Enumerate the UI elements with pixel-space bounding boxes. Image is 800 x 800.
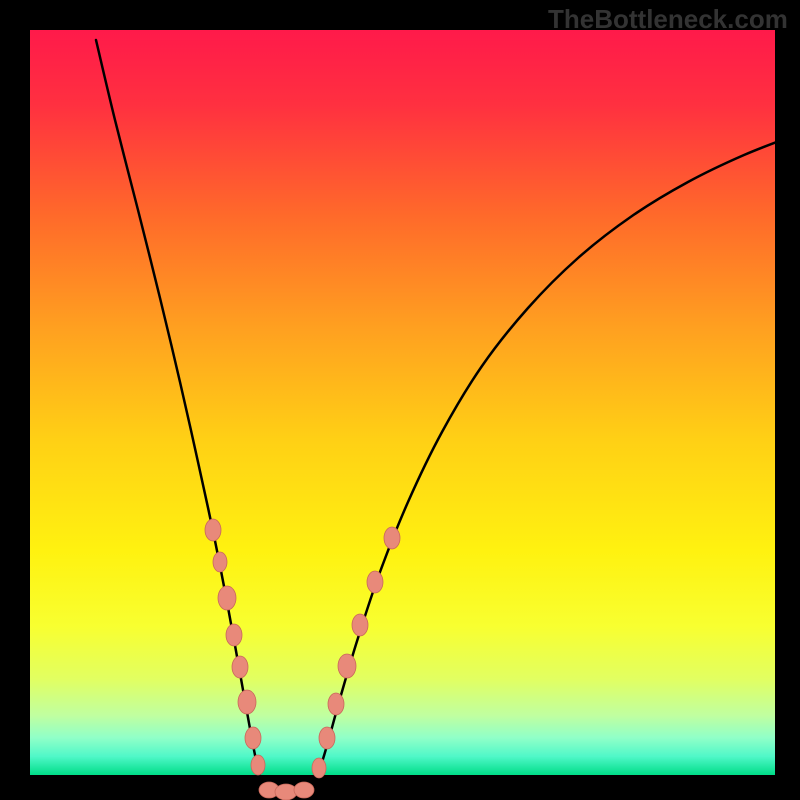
marker-point [251,755,265,775]
markers-valley [259,782,314,800]
marker-point [312,758,326,778]
markers-right [312,527,400,778]
marker-point [213,552,227,572]
marker-point [338,654,356,678]
marker-point [319,727,335,749]
marker-point [238,690,256,714]
marker-point [367,571,383,593]
bottleneck-curve [96,40,798,792]
marker-point [205,519,221,541]
marker-point [384,527,400,549]
marker-point [275,784,297,800]
marker-point [352,614,368,636]
marker-point [328,693,344,715]
chart-container: TheBottleneck.com [0,0,800,800]
marker-point [294,782,314,798]
marker-point [232,656,248,678]
curve-layer [0,0,800,800]
marker-point [218,586,236,610]
watermark-text: TheBottleneck.com [548,4,788,35]
marker-point [245,727,261,749]
marker-point [226,624,242,646]
